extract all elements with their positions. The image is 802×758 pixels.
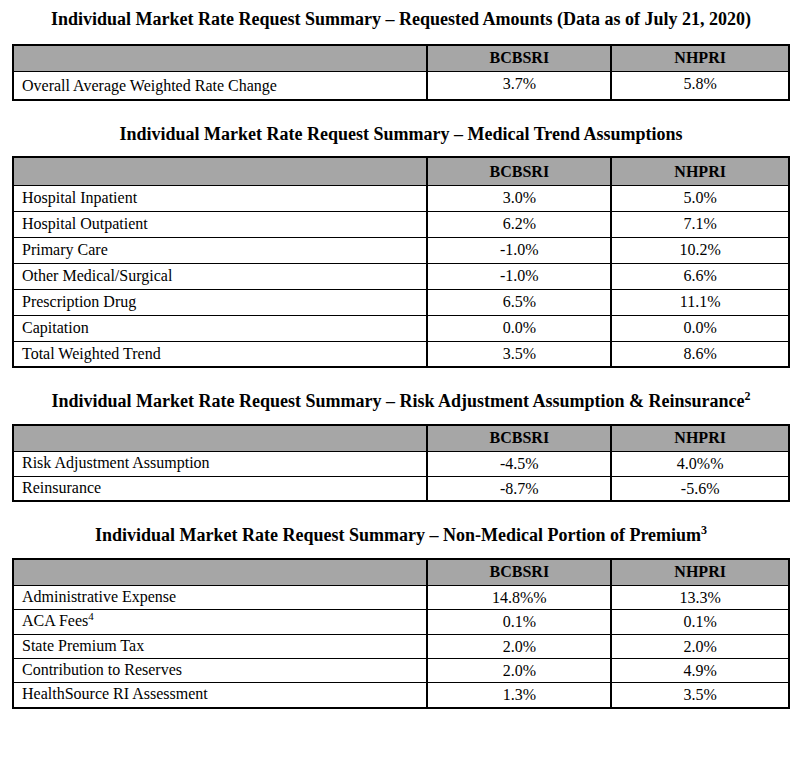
row-label: Hospital Inpatient	[13, 185, 427, 211]
nhpri-value: 11.1%	[611, 289, 789, 315]
bcbsri-value: 6.5%	[427, 289, 611, 315]
nhpri-value: 4.9%	[611, 659, 789, 683]
row-label: Hospital Outpatient	[13, 211, 427, 237]
table-row: Primary Care -1.0% 10.2%	[13, 237, 789, 263]
column-header-bcbsri: BCBSRI	[427, 45, 611, 72]
table-row: Contribution to Reserves 2.0% 4.9%	[13, 659, 789, 683]
bcbsri-value: -8.7%	[427, 476, 611, 501]
empty-header-cell	[13, 157, 427, 185]
bcbsri-value: 0.0%	[427, 315, 611, 341]
bcbsri-value: -1.0%	[427, 263, 611, 289]
table-row: Administrative Expense 14.8%% 13.3%	[13, 586, 789, 610]
bcbsri-value: 3.7%	[427, 72, 611, 100]
row-label: Capitation	[13, 315, 427, 341]
header-row: BCBSRI NHPRI	[13, 425, 789, 452]
section-title: Individual Market Rate Request Summary –…	[12, 523, 790, 547]
table-row: Capitation 0.0% 0.0%	[13, 315, 789, 341]
bcbsri-value: 14.8%%	[427, 586, 611, 610]
header-row: BCBSRI NHPRI	[13, 157, 789, 185]
bcbsri-value: 2.0%	[427, 634, 611, 658]
nhpri-value: 7.1%	[611, 211, 789, 237]
section-title: Individual Market Rate Request Summary –…	[12, 389, 790, 413]
column-header-bcbsri: BCBSRI	[427, 425, 611, 452]
column-header-nhpri: NHPRI	[611, 425, 789, 452]
table-row: Total Weighted Trend 3.5% 8.6%	[13, 341, 789, 367]
nhpri-value: 2.0%	[611, 634, 789, 658]
section-title-text: Individual Market Rate Request Summary –…	[119, 124, 682, 144]
column-header-nhpri: NHPRI	[611, 559, 789, 586]
bcbsri-value: 6.2%	[427, 211, 611, 237]
document-page: Individual Market Rate Request Summary –…	[0, 0, 802, 758]
header-row: BCBSRI NHPRI	[13, 559, 789, 586]
row-label: Administrative Expense	[13, 586, 427, 610]
non-medical-premium-table: BCBSRI NHPRI Administrative Expense 14.8…	[12, 558, 790, 709]
footnote-marker: 4	[88, 610, 94, 622]
row-label: Other Medical/Surgical	[13, 263, 427, 289]
column-header-nhpri: NHPRI	[611, 157, 789, 185]
section-title: Individual Market Rate Request Summary –…	[12, 7, 790, 31]
medical-trend-table: BCBSRI NHPRI Hospital Inpatient 3.0% 5.0…	[12, 156, 790, 368]
table-row: ACA Fees4 0.1% 0.1%	[13, 610, 789, 634]
column-header-bcbsri: BCBSRI	[427, 559, 611, 586]
table-row: HealthSource RI Assessment 1.3% 3.5%	[13, 683, 789, 708]
column-header-bcbsri: BCBSRI	[427, 157, 611, 185]
row-label: Total Weighted Trend	[13, 341, 427, 367]
row-label: State Premium Tax	[13, 634, 427, 658]
empty-header-cell	[13, 425, 427, 452]
nhpri-value: 0.0%	[611, 315, 789, 341]
bcbsri-value: 3.0%	[427, 185, 611, 211]
empty-header-cell	[13, 559, 427, 586]
nhpri-value: 0.1%	[611, 610, 789, 634]
empty-header-cell	[13, 45, 427, 72]
nhpri-value: 8.6%	[611, 341, 789, 367]
nhpri-value: 4.0%%	[611, 452, 789, 476]
section-title-footnote: 2	[745, 389, 751, 403]
row-label: Prescription Drug	[13, 289, 427, 315]
nhpri-value: 5.0%	[611, 185, 789, 211]
row-label: Overall Average Weighted Rate Change	[13, 72, 427, 100]
table-row: Prescription Drug 6.5% 11.1%	[13, 289, 789, 315]
nhpri-value: 5.8%	[611, 72, 789, 100]
bcbsri-value: 1.3%	[427, 683, 611, 708]
bcbsri-value: 3.5%	[427, 341, 611, 367]
column-header-nhpri: NHPRI	[611, 45, 789, 72]
risk-adjustment-table: BCBSRI NHPRI Risk Adjustment Assumption …	[12, 424, 790, 502]
table-row: Hospital Outpatient 6.2% 7.1%	[13, 211, 789, 237]
section-title: Individual Market Rate Request Summary –…	[12, 122, 790, 146]
table-row: Risk Adjustment Assumption -4.5% 4.0%%	[13, 452, 789, 476]
table-row: Hospital Inpatient 3.0% 5.0%	[13, 185, 789, 211]
row-label: Risk Adjustment Assumption	[13, 452, 427, 476]
row-label: Primary Care	[13, 237, 427, 263]
table-row: Overall Average Weighted Rate Change 3.7…	[13, 72, 789, 100]
bcbsri-value: -1.0%	[427, 237, 611, 263]
bcbsri-value: -4.5%	[427, 452, 611, 476]
nhpri-value: 13.3%	[611, 586, 789, 610]
nhpri-value: 10.2%	[611, 237, 789, 263]
row-label: HealthSource RI Assessment	[13, 683, 427, 708]
row-label: Contribution to Reserves	[13, 659, 427, 683]
table-row: State Premium Tax 2.0% 2.0%	[13, 634, 789, 658]
bcbsri-value: 0.1%	[427, 610, 611, 634]
section-title-footnote: 3	[701, 523, 707, 537]
bcbsri-value: 2.0%	[427, 659, 611, 683]
nhpri-value: -5.6%	[611, 476, 789, 501]
nhpri-value: 3.5%	[611, 683, 789, 708]
table-row: Reinsurance -8.7% -5.6%	[13, 476, 789, 501]
section-title-text: Individual Market Rate Request Summary –…	[51, 9, 751, 29]
section-title-text: Individual Market Rate Request Summary –…	[51, 391, 744, 411]
nhpri-value: 6.6%	[611, 263, 789, 289]
row-label: Reinsurance	[13, 476, 427, 501]
table-row: Other Medical/Surgical -1.0% 6.6%	[13, 263, 789, 289]
row-label: ACA Fees4	[13, 610, 427, 634]
requested-amounts-table: BCBSRI NHPRI Overall Average Weighted Ra…	[12, 44, 790, 101]
section-title-text: Individual Market Rate Request Summary –…	[95, 525, 701, 545]
header-row: BCBSRI NHPRI	[13, 45, 789, 72]
